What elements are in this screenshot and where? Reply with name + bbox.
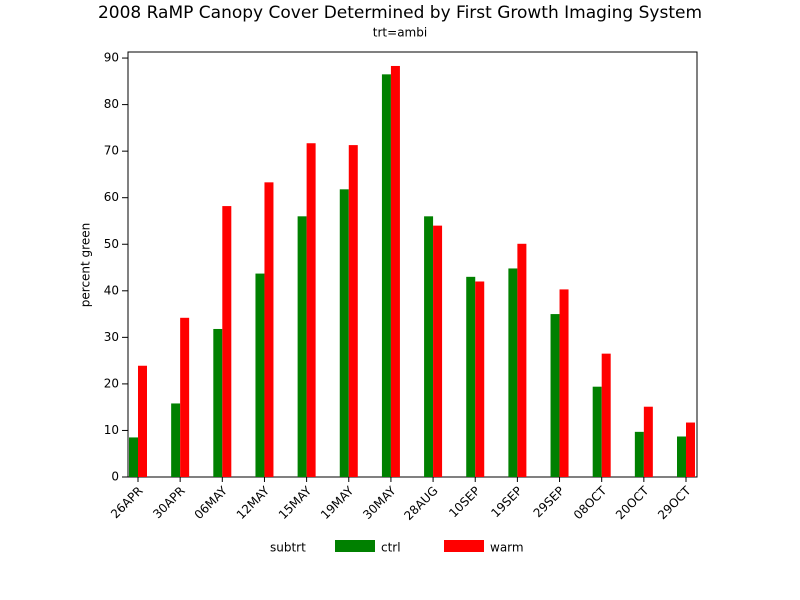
x-tick-label: 30MAY [360,483,399,522]
plot-frame [127,51,698,478]
bar [508,268,518,477]
bar [381,74,391,477]
bar [475,281,485,477]
x-tick-label: 08OCT [571,483,610,522]
bar [634,431,644,477]
x-tick-label: 19MAY [318,483,357,522]
x-tick-label: 06MAY [192,483,231,522]
bar [297,216,307,477]
bar [466,276,476,477]
y-axis-label: percent green [79,223,93,307]
legend-title: subtrt [270,541,306,555]
legend-swatch [444,540,484,552]
bar [686,422,695,477]
bar [559,289,569,477]
bar [677,436,686,477]
y-tick-label: 70 [104,144,119,158]
bar [255,273,265,477]
x-tick-label: 10SEP [446,484,483,521]
legend-label: warm [490,541,524,555]
bar [517,243,527,477]
x-tick-label: 30APR [150,484,188,522]
bar [550,314,560,477]
y-tick-label: 60 [104,190,119,204]
y-tick-label: 0 [111,470,119,484]
bar [138,365,147,477]
bar [171,403,181,477]
bar [348,145,358,477]
legend-swatch [335,540,375,552]
bar [390,65,400,477]
bar [213,328,223,477]
bar [129,437,138,477]
bar [222,206,232,477]
bar [592,386,602,477]
y-tick-label: 40 [104,283,119,297]
bar [433,225,443,477]
y-tick-label: 20 [104,376,119,390]
bar [264,182,274,477]
x-tick-label: 28AUG [401,484,440,523]
x-tick-label: 12MAY [234,483,273,522]
x-tick-label: 26APR [108,484,146,522]
y-tick-label: 30 [104,330,119,344]
bar [339,189,349,477]
x-tick-label: 29OCT [655,483,694,522]
x-tick-label: 19SEP [488,484,525,521]
x-tick-label: 20OCT [613,483,652,522]
bar [424,216,434,477]
x-tick-label: 29SEP [531,484,568,521]
chart-subtitle: trt=ambi [373,26,427,40]
chart-title: 2008 RaMP Canopy Cover Determined by Fir… [98,3,702,23]
y-tick-label: 50 [104,237,119,251]
y-tick-label: 80 [104,97,119,111]
x-tick-label: 15MAY [276,483,315,522]
legend-label: ctrl [381,541,401,555]
bar [601,353,611,477]
y-tick-label: 10 [104,423,119,437]
bar [643,406,653,477]
y-tick-label: 90 [104,51,119,65]
bar [306,143,316,477]
bar [180,317,190,477]
